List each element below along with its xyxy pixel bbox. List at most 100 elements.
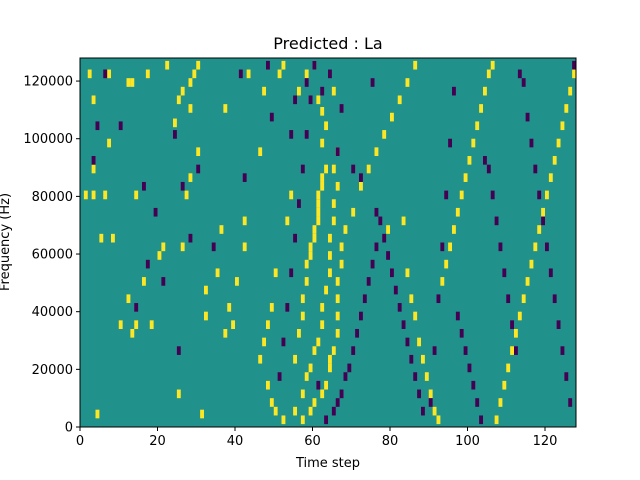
heatmap-cell-high — [320, 389, 325, 399]
heatmap-cell-low — [370, 78, 375, 87]
y-tick-label: 40000 — [32, 305, 73, 320]
heatmap-cell-high — [262, 86, 267, 96]
heatmap-cell-high — [277, 69, 282, 79]
heatmap-cell-high — [328, 233, 332, 243]
heatmap-cell-low — [432, 346, 437, 355]
heatmap-cell-low — [490, 190, 495, 200]
heatmap-cell-low — [494, 216, 499, 226]
heatmap-cell-low — [514, 346, 518, 355]
heatmap-cell-low — [517, 69, 522, 79]
heatmap-cell-low — [440, 242, 445, 252]
heatmap-cell-high — [541, 207, 546, 217]
heatmap-cell-high — [401, 216, 406, 226]
heatmap-cell-low — [479, 415, 484, 425]
y-tick-label: 120000 — [23, 75, 73, 90]
heatmap-cell-high — [304, 69, 309, 79]
heatmap-cell-high — [502, 380, 507, 390]
heatmap-cell-high — [316, 207, 321, 217]
heatmap-cell-high — [192, 69, 197, 79]
heatmap-cell-low — [351, 164, 356, 174]
heatmap-cell-high — [300, 389, 305, 399]
heatmap-cell-low — [285, 303, 290, 312]
heatmap-cell-high — [486, 69, 491, 79]
heatmap-cell-low — [196, 164, 201, 174]
heatmap-cell-high — [339, 242, 344, 252]
heatmap-cell-low — [293, 233, 298, 243]
heatmap-cell-low — [556, 320, 561, 329]
heatmap-cell-low — [153, 207, 158, 217]
heatmap-cell-high — [157, 251, 162, 260]
heatmap-cell-high — [320, 173, 325, 182]
heatmap-cell-high — [521, 294, 526, 304]
heatmap-cell-high — [219, 225, 224, 234]
heatmap-cell-high — [246, 69, 251, 79]
heatmap-cell-high — [475, 121, 480, 131]
heatmap-cell-low — [455, 311, 460, 321]
heatmap-cell-high — [525, 277, 530, 286]
heatmap-cell-high — [126, 294, 131, 304]
heatmap-cell-high — [324, 121, 329, 131]
heatmap-cell-low — [289, 130, 294, 139]
heatmap-cell-high — [300, 294, 305, 304]
heatmap-cell-low — [448, 138, 453, 148]
heatmap-cell-high — [529, 259, 534, 269]
heatmap-cell-high — [161, 242, 166, 252]
heatmap-cell-low — [475, 398, 480, 407]
x-axis-label: Time step — [295, 456, 360, 471]
heatmap-cell-high — [328, 251, 332, 260]
heatmap-cell-high — [242, 242, 247, 252]
heatmap-cell-low — [335, 147, 340, 157]
heatmap-cell-low — [467, 363, 472, 373]
heatmap-cell-high — [173, 118, 177, 128]
heatmap-cell-high — [312, 398, 317, 407]
heatmap-cell-low — [463, 346, 468, 355]
heatmap-cell-high — [428, 389, 433, 399]
heatmap-cell-low — [572, 60, 577, 70]
heatmap-cell-low — [552, 294, 557, 304]
heatmap-cell-low — [533, 164, 538, 174]
x-tick-label: 100 — [455, 434, 480, 449]
heatmap-cell-high — [548, 173, 553, 182]
heatmap-cell-high — [444, 259, 449, 269]
x-tick-label: 60 — [304, 434, 321, 449]
heatmap-cell-high — [258, 354, 263, 364]
heatmap-cell-high — [227, 303, 232, 312]
heatmap-cell-low — [359, 173, 363, 182]
heatmap-cell-low — [188, 233, 193, 243]
heatmap-cell-high — [417, 337, 422, 347]
heatmap-cell-low — [281, 337, 286, 347]
heatmap-cell-high — [320, 181, 325, 191]
heatmap-cell-high — [304, 372, 309, 381]
heatmap-cell-low — [529, 138, 534, 148]
heatmap-cell-low — [370, 259, 375, 269]
heatmap-cell-high — [300, 415, 305, 425]
heatmap-cell-high — [149, 320, 154, 329]
heatmap-cell-high — [223, 104, 228, 113]
heatmap-cell-low — [545, 242, 549, 252]
heatmap-cell-high — [537, 225, 542, 234]
heatmap-cell-low — [568, 398, 573, 407]
heatmap-cell-high — [281, 60, 286, 70]
heatmap-cell-low — [486, 164, 491, 174]
y-axis: 0 20000 40000 60000 80000 100000 120000 — [23, 75, 80, 436]
heatmap-cell-high — [514, 328, 518, 338]
heatmap-cell-high — [568, 86, 573, 96]
chart-title: Predicted : La — [273, 34, 382, 53]
heatmap-cell-high — [510, 346, 515, 355]
heatmap-cell-high — [413, 311, 418, 321]
heatmap-cell-low — [359, 311, 363, 321]
heatmap-cell-high — [262, 337, 267, 347]
heatmap-cell-low — [378, 216, 383, 226]
heatmap-cell-high — [339, 259, 344, 269]
heatmap-cell-high — [188, 173, 193, 182]
heatmap-cell-high — [107, 69, 112, 79]
heatmap-cell-high — [397, 95, 402, 105]
heatmap-cell-high — [130, 328, 135, 338]
x-tick-label: 40 — [227, 434, 244, 449]
heatmap-cell-low — [390, 268, 394, 278]
heatmap-cell-high — [320, 320, 325, 329]
heatmap-cell-high — [572, 69, 577, 79]
heatmap-cell-low — [564, 372, 569, 381]
heatmap-cell-low — [91, 156, 96, 165]
x-tick-label: 120 — [533, 434, 558, 449]
